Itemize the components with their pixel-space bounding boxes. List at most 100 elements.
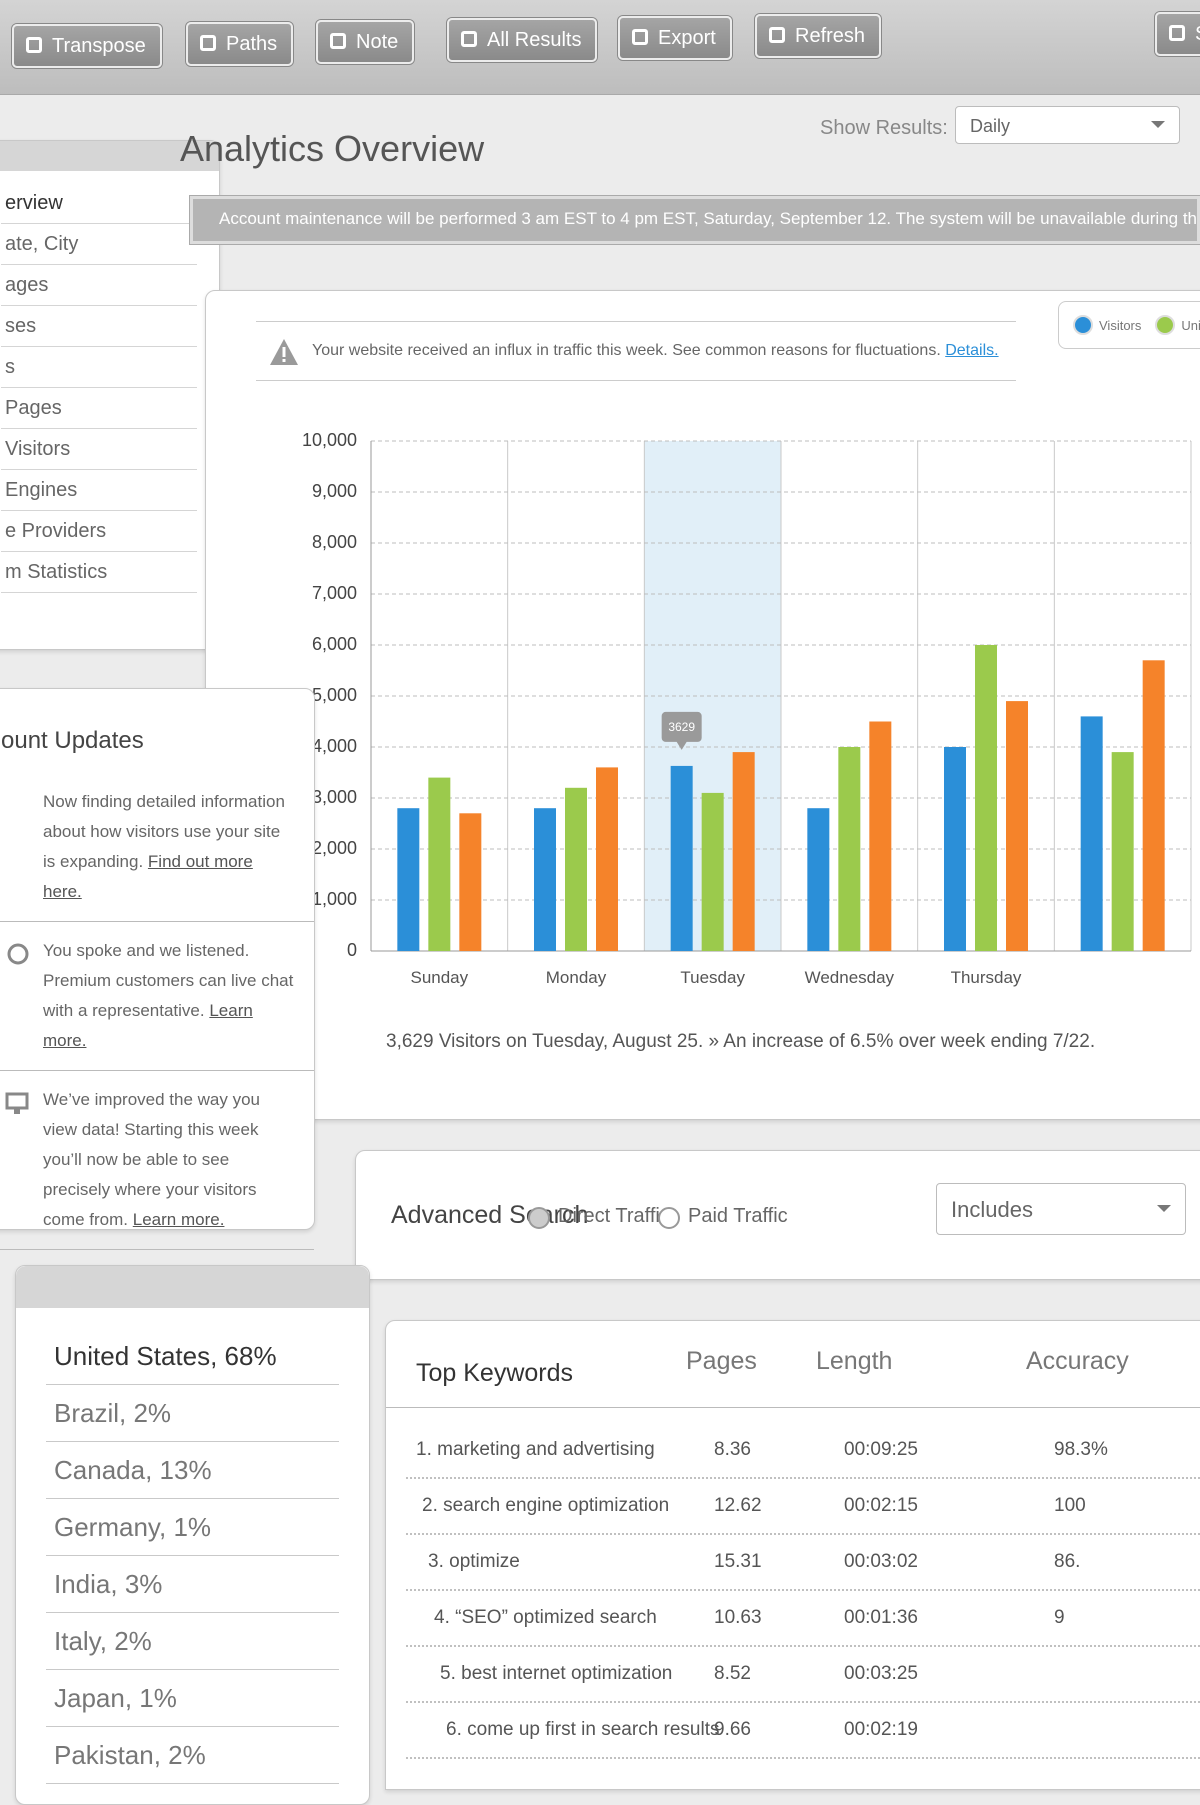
bar xyxy=(944,747,966,951)
table-row: 6. come up first in search results 9.66 00… xyxy=(406,1701,1200,1759)
table-cell: 98.3% xyxy=(1054,1439,1108,1460)
toolbar-button[interactable]: Transpose xyxy=(12,24,162,68)
includes-select[interactable]: Includes xyxy=(936,1183,1186,1235)
update-text: We’ve improved the way you view data! St… xyxy=(43,1090,261,1229)
nav-item[interactable]: Pages xyxy=(1,388,197,429)
bar xyxy=(596,767,618,951)
table-cell: 15.31 xyxy=(714,1551,762,1572)
nav-item[interactable]: ate, City xyxy=(1,224,197,265)
radio-button[interactable] xyxy=(658,1207,680,1229)
show-results-select[interactable]: Daily xyxy=(955,106,1180,144)
legend-item[interactable]: Visitors xyxy=(1073,315,1141,335)
country-item: Italy, 2% xyxy=(46,1613,339,1670)
alert-message: Your website received an influx in traff… xyxy=(312,342,941,359)
x-tick-label: Thursday xyxy=(951,968,1022,987)
y-tick-label: 7,000 xyxy=(312,583,357,603)
table-cell: 10.63 xyxy=(714,1607,762,1628)
nav-item[interactable]: Visitors xyxy=(1,429,197,470)
table-cell: 86. xyxy=(1054,1551,1081,1572)
y-tick-label: 1,000 xyxy=(312,889,357,909)
nav-item[interactable]: e Providers xyxy=(1,511,197,552)
bar xyxy=(975,645,997,951)
warning-icon xyxy=(270,339,298,365)
bar xyxy=(459,813,482,951)
tooltip-label: 3629 xyxy=(668,720,695,734)
update-item: Now finding detailed information about h… xyxy=(0,773,314,922)
updates-title: ount Updates xyxy=(1,727,144,754)
nav-item[interactable]: ses xyxy=(1,306,197,347)
x-tick-label: Monday xyxy=(546,968,607,987)
country-item: Japan, 1% xyxy=(46,1670,339,1727)
table-cell: 2. search engine optimization xyxy=(422,1495,670,1516)
table-cell: 00:02:19 xyxy=(844,1719,918,1740)
table-cell: 5. best internet optimization xyxy=(440,1663,673,1684)
alert-text: Your website received an influx in traff… xyxy=(312,342,999,360)
y-tick-label: 2,000 xyxy=(312,838,357,858)
toolbar-button[interactable]: All Results xyxy=(447,18,598,62)
bar xyxy=(534,808,556,951)
toolbar-button[interactable]: Export xyxy=(618,16,732,60)
radio-label: Direct Traffic xyxy=(558,1205,670,1227)
legend-item[interactable]: Uni xyxy=(1155,315,1200,335)
update-link[interactable]: Learn more. xyxy=(132,1210,225,1229)
update-link[interactable]: Learn more. xyxy=(43,1001,253,1050)
country-item: Brazil, 2% xyxy=(46,1385,339,1442)
toolbar-button[interactable]: Paths xyxy=(186,22,294,66)
table-cell: 8.36 xyxy=(714,1439,751,1460)
update-link[interactable]: Find out more here. xyxy=(43,852,253,901)
column-header[interactable]: Length xyxy=(816,1347,893,1375)
page-header: Analytics Overview xyxy=(180,128,484,170)
column-header[interactable]: Pages xyxy=(686,1347,757,1375)
table-cell: 00:09:25 xyxy=(844,1439,918,1460)
toolbar-button[interactable]: Refresh xyxy=(755,14,882,58)
nav-item[interactable]: erview xyxy=(1,183,197,224)
table-cell: 9 xyxy=(1054,1607,1065,1628)
advanced-search: Advanced Search Direct Traffic Paid Traff… xyxy=(355,1150,1200,1280)
account-updates: ount Updates Now finding detailed inform… xyxy=(0,688,315,1250)
toolbar-button[interactable]: Sw xyxy=(1155,12,1200,56)
chart-panel: Your website received an influx in traff… xyxy=(205,290,1200,1120)
y-tick-label: 9,000 xyxy=(312,481,357,501)
table-cell: 00:03:02 xyxy=(844,1551,918,1572)
bar xyxy=(1142,660,1165,951)
alert-link[interactable]: Details. xyxy=(945,342,999,359)
nav-item[interactable]: Engines xyxy=(1,470,197,511)
nav-item[interactable]: s xyxy=(1,347,197,388)
x-tick-label: Tuesday xyxy=(680,968,745,987)
x-tick-label: Sunday xyxy=(410,968,468,987)
page-title: Analytics Overview xyxy=(180,128,485,169)
table-divider xyxy=(386,1407,1200,1408)
table-cell: 100 xyxy=(1054,1495,1086,1516)
y-tick-label: 10,000 xyxy=(302,430,357,450)
y-tick-label: 4,000 xyxy=(312,736,357,756)
column-header[interactable]: Accuracy xyxy=(1026,1347,1129,1375)
radio-label: Paid Traffic xyxy=(688,1205,788,1227)
table-cell: 6. come up first in search results xyxy=(446,1719,720,1740)
update-icon xyxy=(5,1092,29,1114)
legend-label: Visitors xyxy=(1099,317,1142,333)
x-tick-label: Wednesday xyxy=(805,968,895,987)
update-text: You spoke and we listened. Premium custo… xyxy=(43,941,294,1020)
y-tick-label: 3,000 xyxy=(312,787,357,807)
sidebar-nav: erview ate, City ages ses s Pages Visitors Engi… xyxy=(0,140,220,650)
toolbar-button[interactable]: Note xyxy=(316,20,415,64)
column-header[interactable]: Top Keywords xyxy=(416,1359,574,1387)
table-row: 2. search engine optimization 12.62 00:02:… xyxy=(406,1477,1200,1535)
legend-label: Uni xyxy=(1181,317,1200,333)
y-tick-label: 5,000 xyxy=(312,685,357,705)
country-panel: United States, 68% Brazil, 2% Canada, 13% G… xyxy=(15,1265,370,1805)
table-cell: 8.52 xyxy=(714,1663,751,1684)
nav-item[interactable]: m Statistics xyxy=(1,552,197,593)
toolbar: Transpose Paths Note All Results Export Refre… xyxy=(0,0,1200,95)
update-item: We’ve improved the way you view data! St… xyxy=(0,1071,314,1250)
bar xyxy=(869,721,892,951)
radio-button[interactable] xyxy=(528,1207,550,1229)
update-text: Now finding detailed information about h… xyxy=(43,792,285,871)
bar xyxy=(565,787,587,951)
nav-list: erview ate, City ages ses s Pages Visitors Engi… xyxy=(0,171,219,593)
y-tick-label: 8,000 xyxy=(312,532,357,552)
nav-item[interactable]: ages xyxy=(1,265,197,306)
updates-list: Now finding detailed information about h… xyxy=(0,773,314,1250)
